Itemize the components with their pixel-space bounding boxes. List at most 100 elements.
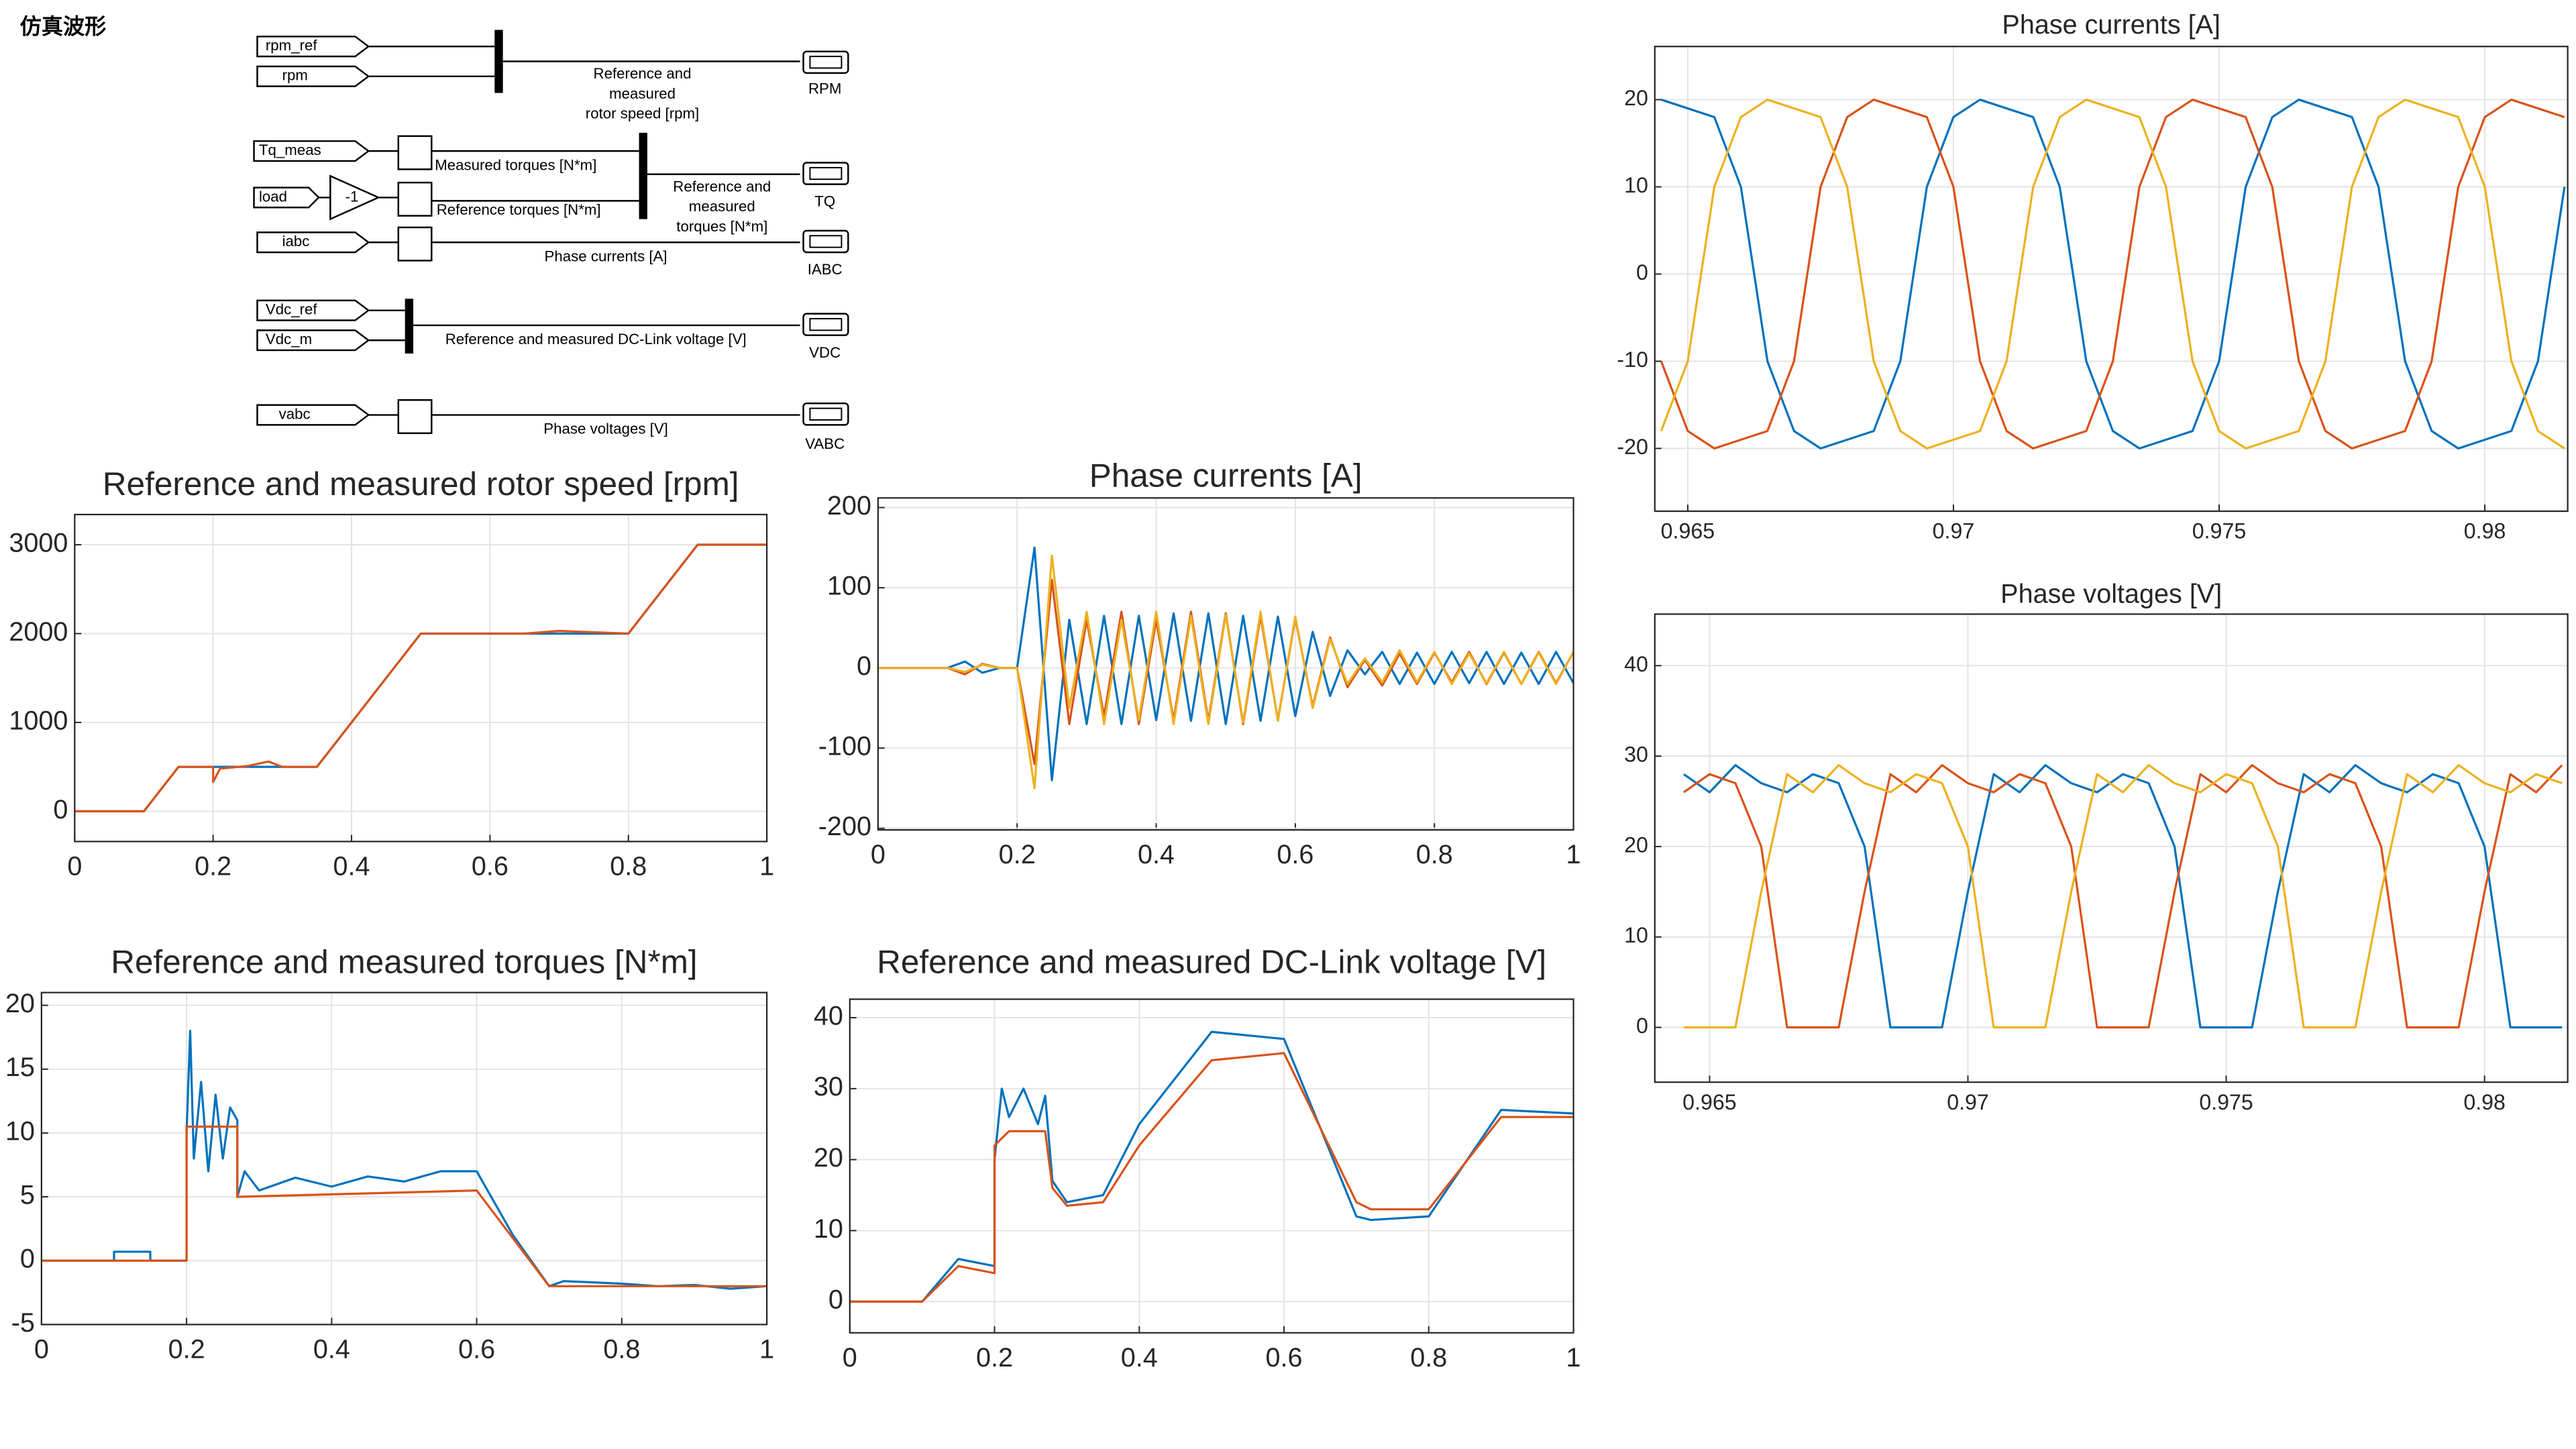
x-tick-label: 0.8 bbox=[603, 1334, 640, 1364]
x-tick-label: 0.6 bbox=[1266, 1343, 1303, 1373]
x-tick-label: 0 bbox=[34, 1334, 49, 1364]
y-tick-label: 20 bbox=[814, 1143, 843, 1173]
x-tick-label: 0.965 bbox=[1661, 519, 1715, 543]
mux[interactable] bbox=[405, 299, 414, 354]
x-tick-label: 0.8 bbox=[1416, 840, 1453, 869]
input-port[interactable] bbox=[253, 140, 370, 162]
scope[interactable] bbox=[802, 402, 849, 426]
y-tick-label: 30 bbox=[814, 1072, 843, 1102]
plot-area bbox=[849, 999, 1574, 1333]
series-line bbox=[74, 543, 767, 813]
x-tick-label: 0.6 bbox=[1277, 840, 1313, 869]
port-label: Vdc_m bbox=[266, 331, 312, 347]
x-tick-label: 0.98 bbox=[2463, 1090, 2506, 1114]
x-tick-label: 1 bbox=[759, 851, 774, 881]
y-tick-label: 30 bbox=[1624, 743, 1648, 767]
y-tick-label: 40 bbox=[814, 1001, 843, 1030]
chart: Phase voltages [V] 0.965 0.97 0.975 0.98 0 10 2… bbox=[1624, 580, 2569, 1114]
scope[interactable] bbox=[802, 162, 849, 185]
input-port[interactable] bbox=[256, 65, 370, 87]
scope[interactable] bbox=[802, 229, 849, 254]
x-tick-label: 0.2 bbox=[168, 1334, 205, 1364]
scope-label: VABC bbox=[805, 435, 845, 452]
axes-box bbox=[1654, 613, 2569, 1083]
chart-title: Reference and measured DC-Link voltage [… bbox=[877, 944, 1546, 981]
y-tick-label: 1000 bbox=[9, 706, 68, 735]
series-line bbox=[1683, 763, 2563, 1029]
x-tick-label: 0.98 bbox=[2464, 519, 2506, 543]
series-line bbox=[1660, 98, 2565, 450]
y-tick-label: 20 bbox=[5, 989, 35, 1018]
x-tick-label: 0 bbox=[843, 1343, 857, 1373]
conversion-block[interactable] bbox=[397, 226, 433, 262]
mux[interactable] bbox=[639, 132, 647, 219]
axes-box bbox=[849, 998, 1574, 1334]
y-tick-label: 10 bbox=[1624, 173, 1648, 197]
y-tick-label: 2000 bbox=[9, 617, 68, 647]
series-line bbox=[1683, 763, 2563, 1029]
series-line bbox=[1660, 98, 2565, 450]
chart-title: Reference and measured torques [N*m] bbox=[111, 944, 697, 981]
signal-label: Phase voltages [V] bbox=[543, 421, 668, 437]
chart: Phase currents [A] 0.965 0.97 0.975 0.98 -20 -… bbox=[1617, 10, 2569, 543]
input-port[interactable] bbox=[256, 231, 370, 254]
series-line bbox=[1683, 763, 2563, 1029]
series-line bbox=[1660, 98, 2566, 450]
input-port[interactable] bbox=[253, 186, 320, 209]
chart: Phase currents [A] 0 0.2 0.4 0.6 0.8 1 -200 -100… bbox=[818, 458, 1581, 869]
y-tick-label: -20 bbox=[1617, 435, 1648, 459]
scope-label: RPM bbox=[808, 80, 841, 97]
input-port[interactable] bbox=[256, 36, 370, 58]
mux[interactable] bbox=[494, 30, 503, 93]
plot-area bbox=[1654, 46, 2568, 512]
input-port[interactable] bbox=[256, 404, 370, 426]
y-tick-label: 20 bbox=[1624, 833, 1648, 857]
x-tick-label: 0.2 bbox=[999, 840, 1036, 869]
conversion-block[interactable] bbox=[397, 135, 433, 170]
port-label: iabc bbox=[282, 233, 310, 250]
input-port[interactable] bbox=[256, 299, 370, 321]
conversion-block[interactable] bbox=[397, 181, 433, 217]
input-port[interactable] bbox=[256, 329, 370, 352]
scope[interactable] bbox=[802, 313, 849, 337]
x-tick-label: 0.965 bbox=[1682, 1090, 1736, 1114]
x-tick-label: 0.4 bbox=[333, 851, 370, 881]
wire bbox=[319, 150, 800, 202]
y-tick-label: 40 bbox=[1624, 652, 1648, 676]
wire bbox=[368, 309, 800, 341]
chart-title: Phase currents [A] bbox=[2002, 10, 2220, 40]
chart: Reference and measured torques [N*m] 0 0.2… bbox=[5, 944, 774, 1364]
x-tick-label: 0 bbox=[67, 851, 82, 881]
y-tick-label: 100 bbox=[827, 572, 871, 601]
plot-area bbox=[74, 515, 767, 842]
gain-block[interactable] bbox=[329, 174, 381, 221]
y-tick-label: 10 bbox=[814, 1214, 843, 1244]
chart: Reference and measured rotor speed [rpm]… bbox=[9, 466, 774, 881]
x-tick-label: 0.975 bbox=[2192, 519, 2246, 543]
series-line bbox=[877, 546, 1574, 782]
x-tick-label: 1 bbox=[759, 1334, 774, 1364]
y-tick-label: 200 bbox=[827, 491, 871, 521]
x-tick-label: 0.97 bbox=[1947, 1090, 1989, 1114]
x-tick-label: 0.4 bbox=[1121, 1343, 1158, 1373]
series-line bbox=[41, 1125, 767, 1287]
chart: Reference and measured DC-Link voltage [… bbox=[814, 944, 1581, 1373]
signal-label: Reference torques [N*m] bbox=[437, 201, 601, 218]
conversion-block[interactable] bbox=[397, 399, 433, 435]
axes-box bbox=[40, 991, 768, 1326]
y-tick-label: -10 bbox=[1617, 347, 1648, 372]
gain-label: -1 bbox=[345, 188, 359, 205]
axes-box bbox=[877, 497, 1574, 831]
y-tick-label: 10 bbox=[5, 1116, 35, 1146]
y-tick-label: 15 bbox=[5, 1053, 35, 1082]
plot-area bbox=[1654, 614, 2568, 1083]
series-line bbox=[877, 554, 1574, 790]
x-tick-label: 0.4 bbox=[313, 1334, 350, 1364]
signal-label: Reference and measured DC-Link voltage [… bbox=[445, 331, 747, 347]
signal-label: Reference and bbox=[673, 178, 771, 195]
chart-title: Phase currents [A] bbox=[1089, 458, 1362, 494]
port-label: load bbox=[259, 188, 287, 205]
scope[interactable] bbox=[802, 50, 849, 74]
y-tick-label: 0 bbox=[1636, 1014, 1648, 1038]
